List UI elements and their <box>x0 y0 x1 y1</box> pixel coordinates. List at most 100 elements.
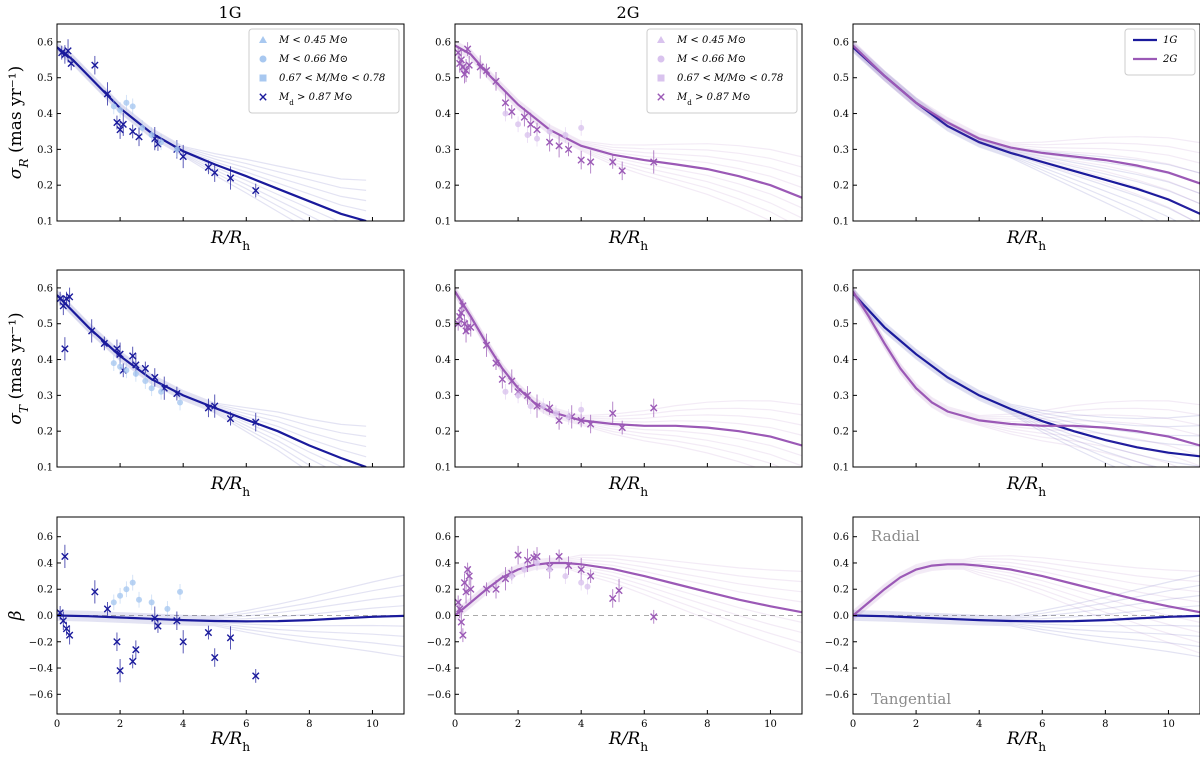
data-point-b <box>154 622 162 630</box>
y-tick-label: −0.4 <box>427 664 451 675</box>
data-point-b <box>129 657 137 666</box>
x-axis-ticks <box>56 463 373 467</box>
panel-sigmaT-1G: 0.1 0.2 0.3 0.4 0.5 0.6 R/Rh σT (mas yr⁻¹) <box>6 269 405 499</box>
scatter-M-0-66-M- <box>502 383 585 425</box>
scatter-M_d-0-87-M- <box>57 544 260 683</box>
legend-box <box>248 28 400 114</box>
data-point-b <box>204 628 213 637</box>
scatter-M-0-66-M- <box>110 94 180 158</box>
data-point-b <box>58 48 66 57</box>
data-point-b <box>609 158 617 166</box>
model-sample-line <box>57 298 314 467</box>
data-point-b <box>455 48 462 57</box>
legend: M < 0.45 M⊙ M < 0.66 M⊙ 0.67 < M/M⊙ < 0.78… <box>248 28 400 114</box>
data-point-b <box>476 63 484 71</box>
data-point-b <box>151 614 159 622</box>
legend: 1G 2G <box>1124 28 1196 76</box>
data-point-b <box>64 47 72 55</box>
panel-beta-2G: −0.6 −0.4 −0.2 0.0 0.2 0.4 0.6 0 2 4 6 8 10 R/Rh <box>427 516 803 754</box>
data-point-b <box>62 624 71 633</box>
data-point-b <box>113 118 121 127</box>
x-tick-label: 4 <box>976 719 982 730</box>
data-point-b <box>204 163 213 171</box>
data-point-b <box>179 638 187 646</box>
axes-frame <box>56 269 405 468</box>
data-point <box>177 588 184 595</box>
plot-area <box>853 286 1200 467</box>
data-point-b <box>586 158 595 166</box>
data-point-b <box>65 293 74 301</box>
data-point <box>527 403 534 410</box>
panel-beta-1G: −0.6 −0.4 −0.2 0.0 0.2 0.4 0.6 0 2 4 6 8 10 R/Rh β <box>6 516 405 754</box>
y-tick-label: 0.2 <box>833 585 849 596</box>
model-sample-line <box>455 554 802 612</box>
data-point <box>534 135 541 142</box>
model-sample-line <box>455 287 802 418</box>
x-tick-label: 8 <box>306 719 312 730</box>
model-sample-line <box>853 48 1200 215</box>
model-sample-line <box>853 557 1200 613</box>
y-tick-label: 0.5 <box>37 73 53 84</box>
data-point <box>521 566 528 573</box>
x-tick-label: 0 <box>54 719 60 730</box>
data-point-b <box>119 120 127 128</box>
data-point-b <box>508 377 516 385</box>
data-point <box>110 360 117 367</box>
series-line-2G-model <box>455 44 802 199</box>
model-sample-line <box>853 293 1200 467</box>
data-point-b <box>252 672 260 680</box>
data-point <box>117 363 124 370</box>
legend: M < 0.45 M⊙ M < 0.66 M⊙ 0.67 < M/M⊙ < 0.78… <box>646 28 798 114</box>
y-tick-label: 0.4 <box>833 355 849 366</box>
y-tick-label: −0.4 <box>825 664 849 675</box>
x-axis-ticks <box>56 217 373 221</box>
y-tick-label: 0.4 <box>833 109 849 120</box>
data-point-b <box>460 320 469 328</box>
x-axis-ticks <box>454 463 771 467</box>
y-tick-label: 0.6 <box>435 37 451 48</box>
scatter-M_d-0-87-M- <box>57 287 260 432</box>
data-point-b <box>61 552 69 561</box>
y-tick-label: 0.3 <box>833 391 849 402</box>
series-line-2G <box>853 290 1200 447</box>
y-tick-label: 0.1 <box>833 217 849 228</box>
data-point-b <box>618 423 626 432</box>
data-point <box>110 599 117 606</box>
model-sample-line <box>57 291 367 437</box>
model-sample-line <box>57 49 322 221</box>
model-sample-line <box>853 555 1200 612</box>
legend-marker-b <box>657 93 665 101</box>
model-sample-line <box>853 47 1200 205</box>
model-sample-line <box>853 51 1145 221</box>
y-tick-label: 0.2 <box>435 181 451 192</box>
x-tick-label: 0 <box>850 719 856 730</box>
series-line-2G <box>853 563 1200 617</box>
model-sample-line <box>455 289 802 436</box>
axes-frame <box>852 269 1200 468</box>
model-sample-line <box>57 616 404 627</box>
data-point-b <box>545 404 554 412</box>
x-axis-ticks: 0 2 4 6 8 10 <box>850 710 1175 730</box>
data-point-b <box>151 373 159 382</box>
y-tick-label: 0.4 <box>37 109 53 120</box>
legend-entry-label: 2G <box>1162 54 1177 65</box>
data-point-b <box>88 327 96 335</box>
y-axis-ticks: 0.1 0.2 0.3 0.4 0.5 0.6 <box>37 283 61 474</box>
data-point-b <box>57 294 64 303</box>
model-sample-line <box>853 617 1200 637</box>
y-tick-label: 0.6 <box>37 283 53 294</box>
data-point-b <box>226 414 235 423</box>
model-sample-line <box>853 49 1196 221</box>
panel-sigmaT-2G: 0.1 0.2 0.3 0.4 0.5 0.6 R/Rh <box>435 269 803 499</box>
data-point-b <box>463 565 472 574</box>
data-point-b <box>523 391 532 400</box>
model-sample-line <box>57 44 367 202</box>
series-line-1G-model <box>57 294 367 467</box>
data-point-b <box>609 594 617 603</box>
model-sample-line <box>455 558 802 614</box>
x-axis-label: R/Rh <box>210 474 250 499</box>
data-point <box>164 605 171 612</box>
x-tick-label: 10 <box>1162 719 1175 730</box>
model-sample-line <box>57 605 404 621</box>
